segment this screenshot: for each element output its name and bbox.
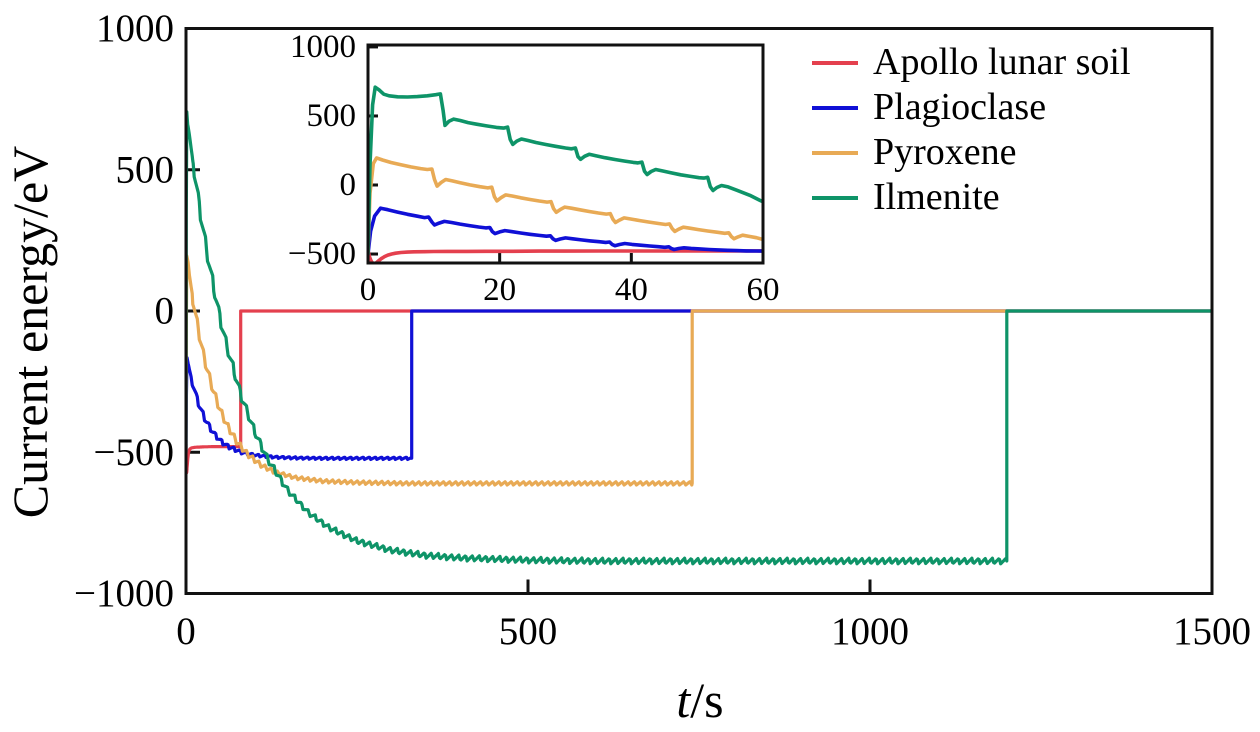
main-plot-x-tick-label: 0 (176, 610, 196, 653)
x-axis-label: t/s (676, 671, 723, 729)
main-plot-x-tick-label: 1500 (1173, 610, 1251, 653)
inset-plot-line-plagioclase (368, 206, 763, 256)
inset-plot-x-tick-label: 60 (747, 272, 780, 308)
legend-swatch-pyroxene (812, 150, 858, 155)
inset-plot-y-tick-label: 0 (340, 167, 357, 203)
main-plot-y-tick-label: 500 (116, 148, 175, 191)
legend-label-plagioclase: Plagioclase (873, 86, 1047, 128)
inset-plot-x-tick-label: 20 (483, 272, 516, 308)
legend-swatch-plagioclase (812, 105, 858, 110)
main-plot-y-tick-label: 0 (155, 290, 175, 333)
main-plot-frame (184, 27, 1214, 595)
legend-label-apollo-lunar-soil: Apollo lunar soil (873, 41, 1131, 83)
legend-entry-apollo-lunar-soil: Apollo lunar soil (812, 40, 1131, 85)
x-axis-label-unit: /s (690, 672, 724, 728)
legend-entry-ilmenite: Ilmenite (812, 175, 1131, 220)
legend-entry-pyroxene: Pyroxene (812, 130, 1131, 175)
main-plot-x-tick-label: 1000 (831, 610, 909, 653)
legend-label-pyroxene: Pyroxene (873, 131, 1017, 173)
main-plot-line-ilmenite (186, 110, 1212, 566)
inset-plot-line-apollo-lunar-soil (368, 248, 763, 263)
main-plot-y-tick-label: −1000 (74, 572, 174, 615)
main-plot-line-pyroxene (186, 254, 1212, 487)
inset-plot-line-ilmenite (368, 85, 763, 256)
main-plot-y-tick-label: 1000 (96, 7, 174, 50)
x-axis-label-variable: t (676, 672, 691, 728)
main-plot-line-apollo-lunar-soil (186, 309, 1212, 475)
inset-plot-y-tick-label: 1000 (290, 29, 356, 65)
inset-plot-line-pyroxene (368, 156, 763, 256)
inset-plot-series-group (368, 85, 763, 263)
inset-plot-y-tick-label: −500 (288, 236, 356, 272)
inset-plot-y-tick-label: 500 (307, 98, 357, 134)
main-plot-x-tick-label: 500 (499, 610, 558, 653)
legend-swatch-apollo-lunar-soil (812, 60, 858, 65)
main-plot-line-plagioclase (186, 309, 1212, 461)
legend-label-ilmenite: Ilmenite (873, 176, 1000, 218)
main-plot-y-tick-label: −500 (94, 431, 175, 474)
legend-swatch-ilmenite (812, 195, 858, 200)
inset-plot-frame (366, 43, 765, 265)
legend-entry-plagioclase: Plagioclase (812, 85, 1131, 130)
inset-plot-x-tick-label: 0 (360, 272, 377, 308)
main-plot-series-group (186, 110, 1212, 566)
legend: Apollo lunar soil Plagioclase Pyroxene I… (812, 40, 1131, 220)
inset-plot-x-tick-label: 40 (615, 272, 648, 308)
y-axis-label: Current energy/eV (2, 145, 58, 519)
